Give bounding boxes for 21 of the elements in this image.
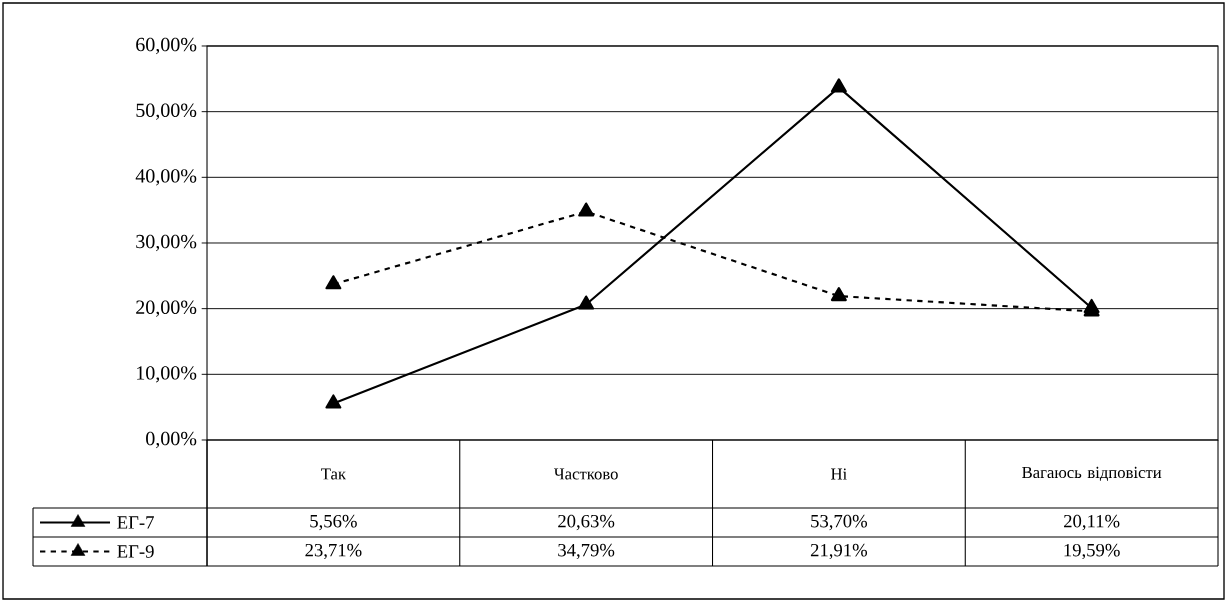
y-tick-label: 20,00% — [136, 300, 197, 317]
x-tick-label: Так — [321, 468, 347, 480]
x-tick-label: Вагаюсь відповісти — [1022, 466, 1162, 482]
x-tick-label: Ні — [831, 468, 847, 480]
legend-label: ЕГ-7 — [117, 516, 154, 529]
data-label: 19,59% — [1064, 543, 1120, 560]
data-label: 53,70% — [811, 514, 868, 531]
data-label: 21,91% — [810, 543, 868, 560]
legend-label: ЕГ-9 — [117, 545, 154, 558]
data-label: 20,11% — [1064, 514, 1120, 531]
y-tick-label: 40,00% — [135, 169, 197, 186]
y-tick-label: 60,00% — [136, 37, 197, 55]
y-tick-label: 30,00% — [136, 234, 197, 252]
data-label: 5,56% — [310, 514, 357, 531]
y-tick-label: 50,00% — [136, 103, 197, 120]
data-label: 34,79% — [558, 543, 615, 560]
data-label: 20,63% — [558, 514, 615, 531]
y-tick-label: 10,00% — [137, 366, 197, 383]
data-label: 23,71% — [305, 543, 362, 560]
y-tick-label: 0,00% — [146, 431, 197, 449]
x-tick-label: Частково — [554, 468, 618, 480]
